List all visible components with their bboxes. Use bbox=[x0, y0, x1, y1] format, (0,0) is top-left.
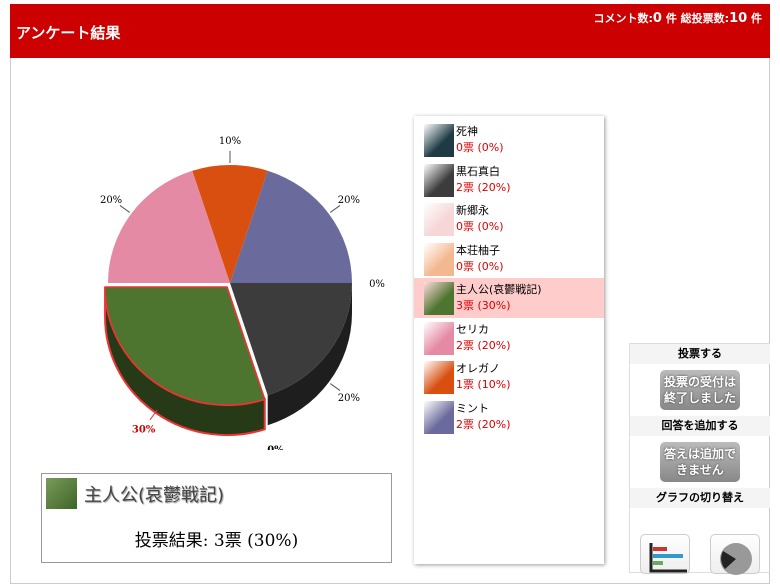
pie-slice[interactable] bbox=[230, 170, 352, 283]
pie-label-line bbox=[149, 409, 158, 421]
pie-label: 20% bbox=[338, 195, 360, 206]
legend-votes: 0票 (0%) bbox=[456, 220, 504, 233]
comment-unit: 件 bbox=[665, 12, 677, 25]
pie-label: 20% bbox=[338, 393, 360, 404]
sidebar: 投票する 投票の受付は終了しました 回答を追加する 答えは追加できません グラフ… bbox=[629, 343, 770, 575]
legend-item[interactable]: オレガノ 1票 (10%) bbox=[414, 357, 604, 397]
header: アンケート結果 コメント数:0 件 総投票数:10 件 bbox=[10, 4, 770, 58]
legend-swatch bbox=[424, 321, 454, 355]
total-unit: 件 bbox=[751, 12, 762, 25]
selected-name: 主人公(哀鬱戦記) bbox=[84, 485, 225, 506]
legend-swatch bbox=[424, 400, 454, 434]
graph-switch-heading: グラフの切り替え bbox=[630, 488, 770, 508]
legend-item[interactable]: 主人公(哀鬱戦記) 3票 (30%) bbox=[414, 278, 604, 318]
legend-swatch bbox=[424, 242, 454, 276]
legend-name: オレガノ bbox=[456, 362, 500, 375]
legend-name: 黒石真白 bbox=[456, 164, 500, 178]
legend-item[interactable]: セリカ 2票 (20%) bbox=[414, 318, 604, 358]
pie-slice[interactable] bbox=[192, 165, 268, 283]
legend-item[interactable]: ミント 2票 (20%) bbox=[414, 397, 604, 437]
legend-item[interactable]: 本荘柚子 0票 (0%) bbox=[414, 239, 604, 279]
stats: コメント数:0 件 総投票数:10 件 bbox=[594, 10, 762, 26]
pie-label: 0% bbox=[267, 445, 284, 450]
total-label: 総投票数: bbox=[680, 12, 730, 25]
selected-swatch bbox=[46, 478, 77, 509]
bar-chart-icon bbox=[649, 543, 687, 573]
vote-closed-button[interactable]: 投票の受付は終了しました bbox=[660, 370, 740, 410]
legend-votes: 0票 (0%) bbox=[456, 259, 504, 273]
legend-name: 主人公(哀鬱戦記) bbox=[456, 283, 542, 296]
comment-count: 0 bbox=[652, 11, 662, 26]
legend-swatch bbox=[424, 124, 454, 157]
pie-chart-button[interactable] bbox=[710, 534, 760, 575]
pie-chart[interactable]: 0% 20% 0% 30% 20% 10% 20% bbox=[60, 100, 410, 450]
pie-slice[interactable] bbox=[230, 283, 352, 396]
pie-label-line bbox=[119, 205, 130, 213]
add-answer-closed-button[interactable]: 答えは追加できません bbox=[660, 442, 740, 482]
pie-slice-side bbox=[267, 283, 352, 426]
legend-item[interactable]: 新郷永 0票 (0%) bbox=[414, 199, 604, 239]
legend-votes: 2票 (20%) bbox=[456, 180, 511, 194]
legend-votes: 2票 (20%) bbox=[456, 338, 511, 352]
selected-result: 投票結果: 3票 (30%) bbox=[134, 531, 299, 551]
legend-votes: 2票 (20%) bbox=[456, 417, 511, 431]
legend-votes: 1票 (10%) bbox=[456, 378, 511, 391]
legend-swatch bbox=[424, 282, 454, 315]
legend-name: 死神 bbox=[456, 125, 478, 138]
add-answer-heading: 回答を追加する bbox=[630, 416, 770, 436]
legend-votes: 0票 (0%) bbox=[456, 141, 504, 154]
legend-name: 本荘柚子 bbox=[456, 243, 500, 257]
legend-name: 新郷永 bbox=[456, 204, 489, 217]
pie-label-line bbox=[330, 205, 341, 213]
total-count: 10 bbox=[729, 11, 748, 26]
page-title: アンケート結果 bbox=[16, 24, 121, 42]
pie-slice[interactable] bbox=[104, 286, 266, 406]
legend-votes: 3票 (30%) bbox=[456, 299, 511, 312]
pie-label: 20% bbox=[100, 195, 122, 206]
pie-label: 0% bbox=[369, 279, 385, 290]
legend-swatch bbox=[424, 361, 454, 394]
legend-swatch bbox=[424, 203, 454, 236]
vote-heading: 投票する bbox=[630, 344, 770, 364]
comment-label: コメント数: bbox=[593, 12, 653, 25]
selected-result-box: 主人公(哀鬱戦記) 投票結果: 3票 (30%) bbox=[41, 473, 392, 563]
pie-chart-icon bbox=[720, 543, 752, 575]
bar-chart-button[interactable] bbox=[640, 534, 690, 574]
pie-label: 10% bbox=[219, 136, 241, 147]
legend-swatch bbox=[424, 163, 454, 197]
legend-name: セリカ bbox=[456, 322, 489, 336]
pie-label-line bbox=[330, 383, 341, 391]
legend-name: ミント bbox=[456, 401, 489, 415]
pie-slice[interactable] bbox=[108, 170, 230, 283]
legend-item[interactable]: 死神 0票 (0%) bbox=[414, 120, 604, 160]
legend-list: 死神 0票 (0%) 黒石真白 2票 (20%) 新郷永 0票 (0%) 本荘柚子 0票 (0… bbox=[414, 116, 604, 564]
pie-label: 30% bbox=[132, 425, 156, 436]
legend-item[interactable]: 黒石真白 2票 (20%) bbox=[414, 160, 604, 200]
